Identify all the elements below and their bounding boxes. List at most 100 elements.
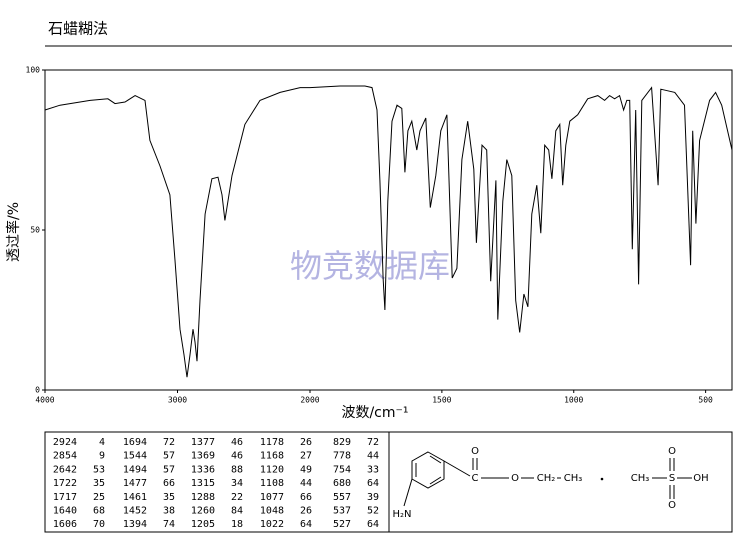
peak-transmittance: 38	[163, 506, 175, 517]
peak-wavenumber: 754	[333, 464, 351, 475]
peak-wavenumber: 1494	[123, 464, 147, 475]
atom-label: CH₃	[564, 473, 583, 484]
peak-wavenumber: 2924	[53, 437, 77, 448]
peak-wavenumber: 1120	[260, 464, 284, 475]
peak-wavenumber: 527	[333, 519, 351, 530]
peak-wavenumber: 1377	[191, 437, 215, 448]
peak-wavenumber: 1477	[123, 478, 147, 489]
plot-frame	[44, 69, 733, 391]
atom-label: O	[471, 446, 479, 457]
bond	[403, 478, 413, 507]
atom-label: H₂N	[392, 509, 411, 520]
peak-wavenumber: 1452	[123, 506, 147, 517]
bond	[429, 476, 442, 485]
atom-label: C	[472, 473, 479, 484]
atom-label: O	[668, 500, 676, 511]
peak-transmittance: 66	[300, 492, 312, 503]
y-tick-label: 100	[26, 66, 41, 75]
peak-wavenumber: 1077	[260, 492, 284, 503]
peak-wavenumber: 1048	[260, 506, 284, 517]
peak-transmittance: 72	[163, 437, 175, 448]
peak-wavenumber: 1108	[260, 478, 284, 489]
peak-transmittance: 72	[367, 437, 379, 448]
peak-wavenumber: 1315	[191, 478, 215, 489]
peak-transmittance: 46	[231, 437, 243, 448]
peak-wavenumber: 829	[333, 437, 351, 448]
peak-transmittance: 46	[231, 451, 243, 462]
x-tick-label: 3000	[168, 396, 187, 405]
y-tick-label: 50	[30, 226, 40, 235]
peak-wavenumber: 2854	[53, 451, 77, 462]
peak-transmittance: 26	[300, 437, 312, 448]
bond	[429, 455, 442, 464]
peak-transmittance: 4	[99, 437, 105, 448]
peak-transmittance: 44	[367, 451, 379, 462]
peak-transmittance: 26	[300, 506, 312, 517]
peak-transmittance: 9	[99, 451, 105, 462]
x-tick-label: 2000	[300, 396, 319, 405]
peak-wavenumber: 1205	[191, 519, 215, 530]
peak-wavenumber: 1288	[191, 492, 215, 503]
peak-transmittance: 53	[93, 464, 105, 475]
peak-transmittance: 68	[93, 506, 105, 517]
peak-transmittance: 25	[93, 492, 105, 503]
peak-wavenumber: 1461	[123, 492, 147, 503]
atom-label: O	[668, 446, 676, 457]
x-tick-label: 4000	[35, 396, 54, 405]
peak-wavenumber: 1640	[53, 506, 77, 517]
peak-transmittance: 22	[231, 492, 243, 503]
title: 石蜡糊法	[48, 20, 108, 38]
peak-transmittance: 88	[231, 464, 243, 475]
peak-transmittance: 64	[367, 519, 379, 530]
peak-wavenumber: 1722	[53, 478, 77, 489]
peak-wavenumber: 1168	[260, 451, 284, 462]
atom-label: O	[511, 473, 519, 484]
x-tick-label: 1000	[564, 396, 583, 405]
y-axis-label: 透过率/%	[5, 202, 22, 262]
peak-transmittance: 49	[300, 464, 312, 475]
peak-wavenumber: 1694	[123, 437, 147, 448]
peak-wavenumber: 1717	[53, 492, 77, 503]
peak-transmittance: 64	[367, 478, 379, 489]
peak-wavenumber: 778	[333, 451, 351, 462]
peak-transmittance: 64	[300, 519, 312, 530]
peak-transmittance: 84	[231, 506, 243, 517]
peak-wavenumber: 1178	[260, 437, 284, 448]
peak-wavenumber: 1260	[191, 506, 215, 517]
peak-transmittance: 57	[163, 451, 175, 462]
peak-transmittance: 74	[163, 519, 175, 530]
peak-wavenumber: 537	[333, 506, 351, 517]
peak-wavenumber: 1606	[53, 519, 77, 530]
peak-transmittance: 57	[163, 464, 175, 475]
x-tick-label: 1500	[432, 396, 451, 405]
peak-wavenumber: 680	[333, 478, 351, 489]
peak-wavenumber: 2642	[53, 464, 77, 475]
peak-wavenumber: 557	[333, 492, 351, 503]
watermark: 物竞数据库	[290, 247, 450, 285]
salt-dot	[600, 477, 604, 481]
atom-label: CH₃	[631, 473, 650, 484]
peak-wavenumber: 1544	[123, 451, 147, 462]
atom-label: S	[669, 473, 675, 484]
x-axis-label: 波数/cm⁻¹	[341, 405, 408, 421]
peak-wavenumber: 1369	[191, 451, 215, 462]
peak-transmittance: 18	[231, 519, 243, 530]
x-tick-label: 500	[698, 396, 713, 405]
peak-transmittance: 34	[231, 478, 243, 489]
atom-label: CH₂	[537, 473, 556, 484]
peak-transmittance: 52	[367, 506, 379, 517]
structure	[403, 451, 692, 507]
peak-transmittance: 66	[163, 478, 175, 489]
peak-transmittance: 70	[93, 519, 105, 530]
peak-wavenumber: 1336	[191, 464, 215, 475]
peak-transmittance: 39	[367, 492, 379, 503]
y-tick-label: 0	[35, 386, 40, 395]
peak-wavenumber: 1022	[260, 519, 284, 530]
bond	[443, 460, 471, 477]
peak-transmittance: 35	[93, 478, 105, 489]
peak-transmittance: 35	[163, 492, 175, 503]
peak-transmittance: 33	[367, 464, 379, 475]
peak-transmittance: 44	[300, 478, 312, 489]
atom-label: OH	[693, 473, 708, 484]
